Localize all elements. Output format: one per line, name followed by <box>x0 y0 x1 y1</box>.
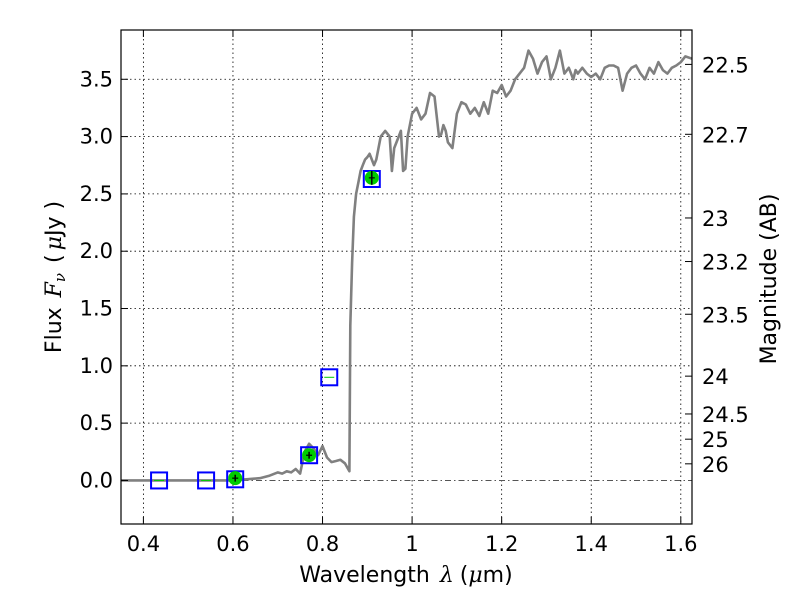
axes-ticks: 0.4 0.6 0.8 1 1.2 1.4 1.6 0.0 0.5 1.0 1.5 2.0 2.5 3.0… <box>80 30 749 556</box>
model-photometry-point <box>150 471 169 490</box>
spectrum-line <box>121 49 693 482</box>
mag-tick-label: 23.2 <box>702 251 749 275</box>
x-tick-label: 0.6 <box>216 532 249 556</box>
x-tick-label: 1.2 <box>485 532 518 556</box>
y-tick-label: 1.5 <box>80 297 113 321</box>
mag-tick-label: 24.5 <box>702 403 749 427</box>
x-tick-label: 0.4 <box>127 532 160 556</box>
x-tick-label: 0.8 <box>306 532 339 556</box>
x-tick-label: 1.6 <box>664 532 697 556</box>
plot-area <box>121 49 693 490</box>
y-tick-label: 1.0 <box>80 354 113 378</box>
mag-tick-label: 23 <box>702 207 729 231</box>
y-axis-label: FluxFν(μJy ) <box>42 201 69 353</box>
grid <box>121 30 692 524</box>
y-tick-label: 2.5 <box>80 182 113 206</box>
mag-tick-label: 25 <box>702 428 729 452</box>
model-photometry-point <box>300 446 319 465</box>
model-photometry-point <box>320 368 339 387</box>
y-tick-label: 0.0 <box>80 468 113 492</box>
mag-tick-label: 22.5 <box>702 53 749 77</box>
y-tick-label: 0.5 <box>80 411 113 435</box>
y-tick-label: 3.0 <box>80 125 113 149</box>
x-tick-label: 1.4 <box>575 532 608 556</box>
mag-tick-label: 24 <box>702 365 729 389</box>
model-photometry-point <box>197 471 216 490</box>
mag-tick-label: 22.7 <box>702 123 749 147</box>
plot-frame <box>120 29 693 525</box>
x-axis-label: Wavelength λ (μm) <box>299 563 512 588</box>
y2-axis-label: Magnitude (AB) <box>757 194 782 365</box>
x-tick-label: 1 <box>405 532 418 556</box>
mag-tick-label: 26 <box>702 453 729 477</box>
mag-tick-label: 23.5 <box>702 303 749 327</box>
y-tick-label: 2.0 <box>80 239 113 263</box>
y-tick-label: 3.5 <box>80 67 113 91</box>
